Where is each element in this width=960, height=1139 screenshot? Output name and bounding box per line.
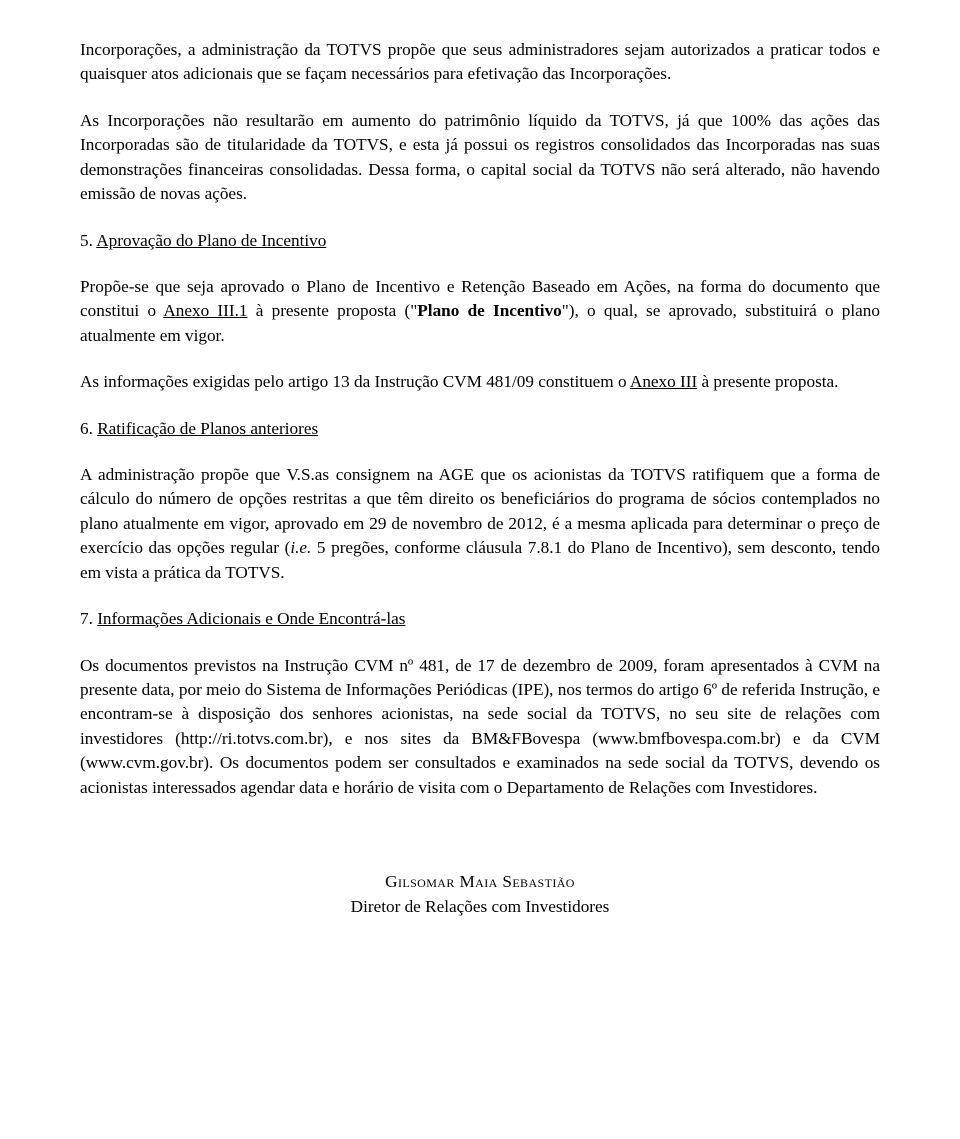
paragraph-s7-1: Os documentos previstos na Instrução CVM… — [80, 654, 880, 801]
signature-block: Gilsomar Maia Sebastião Diretor de Relaç… — [80, 870, 880, 919]
section-5-title: Aprovação do Plano de Incentivo — [96, 231, 326, 250]
ie-abbrev: i.e. — [290, 538, 311, 557]
section-7-number: 7. — [80, 609, 97, 628]
section-6-number: 6. — [80, 419, 97, 438]
text-run: As informações exigidas pelo artigo 13 d… — [80, 372, 630, 391]
text-run: à presente proposta (" — [247, 301, 417, 320]
signatory-title: Diretor de Relações com Investidores — [80, 895, 880, 919]
paragraph-s5-2: As informações exigidas pelo artigo 13 d… — [80, 370, 880, 394]
document-page: Incorporações, a administração da TOTVS … — [0, 0, 960, 1139]
signatory-name: Gilsomar Maia Sebastião — [80, 870, 880, 894]
section-7-title: Informações Adicionais e Onde Encontrá-l… — [97, 609, 405, 628]
paragraph-intro-1: Incorporações, a administração da TOTVS … — [80, 38, 880, 87]
section-6-title: Ratificação de Planos anteriores — [97, 419, 318, 438]
section-5-heading: 5. Aprovação do Plano de Incentivo — [80, 229, 880, 253]
plano-de-incentivo-term: Plano de Incentivo — [417, 301, 561, 320]
paragraph-intro-2: As Incorporações não resultarão em aumen… — [80, 109, 880, 207]
anexo-iii-1-ref: Anexo III.1 — [163, 301, 247, 320]
paragraph-s5-1: Propõe-se que seja aprovado o Plano de I… — [80, 275, 880, 348]
section-6-heading: 6. Ratificação de Planos anteriores — [80, 417, 880, 441]
text-run: à presente proposta. — [697, 372, 838, 391]
anexo-iii-ref: Anexo III — [630, 372, 697, 391]
paragraph-s6-1: A administração propõe que V.S.as consig… — [80, 463, 880, 585]
section-5-number: 5. — [80, 231, 96, 250]
section-7-heading: 7. Informações Adicionais e Onde Encontr… — [80, 607, 880, 631]
